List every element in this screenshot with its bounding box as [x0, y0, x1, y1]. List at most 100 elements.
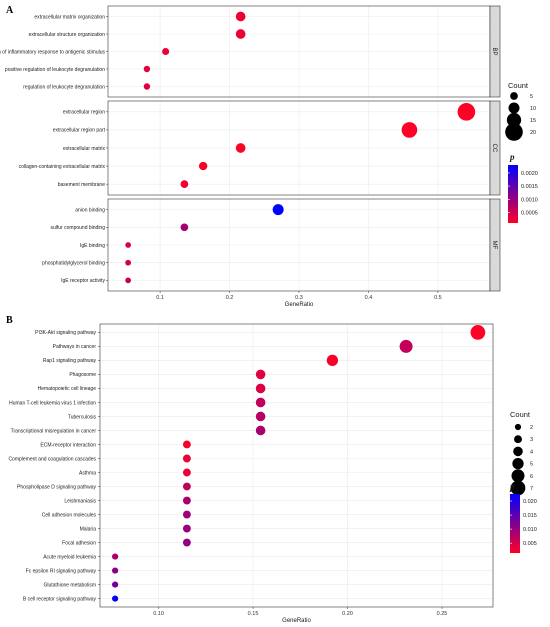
- color-legend-bar: [510, 494, 520, 553]
- data-point: [470, 325, 486, 340]
- data-point: [125, 259, 132, 266]
- color-legend-tick-label: 0.005: [523, 541, 537, 547]
- term-label: IgE receptor activity: [61, 278, 105, 284]
- data-point: [457, 103, 476, 121]
- term-label: IgE binding: [80, 243, 105, 249]
- panel-a-label: A: [6, 5, 14, 16]
- size-legend-key: [513, 446, 523, 457]
- x-tick-label: 0.1: [156, 295, 164, 301]
- term-label: Phospholipase D signaling pathway: [17, 484, 96, 490]
- term-label: Cell adhesion molecules: [42, 512, 97, 518]
- x-tick-label: 0.10: [153, 611, 164, 617]
- color-legend-tick-label: 0.0015: [521, 184, 538, 190]
- data-point: [182, 510, 191, 519]
- size-legend-value: 6: [530, 474, 533, 480]
- term-label: B cell receptor signaling pathway: [23, 596, 97, 602]
- data-point: [272, 204, 284, 216]
- plot-background: [100, 324, 493, 607]
- term-label: extracellular region: [63, 110, 105, 116]
- term-label: extracellular structure organization: [29, 32, 106, 38]
- size-legend-value: 5: [530, 462, 533, 468]
- term-label: Phagosome: [69, 372, 96, 378]
- term-label: collagen-containing extracellular matrix: [19, 164, 106, 170]
- x-tick-label: 0.2: [226, 295, 234, 301]
- size-legend-value: 10: [530, 106, 536, 112]
- term-label: Transcriptional misregulation in cancer: [11, 428, 97, 434]
- size-legend-title: Count: [510, 410, 531, 419]
- term-label: Tuberculosis: [68, 414, 97, 420]
- data-point: [112, 581, 119, 588]
- data-point: [182, 482, 191, 491]
- panel-b-label: B: [6, 315, 13, 326]
- term-label: Malaria: [80, 526, 97, 532]
- size-legend-key: [512, 457, 524, 470]
- size-legend-value: 15: [530, 118, 536, 124]
- x-axis: 0.1 0.2 0.3 0.4 0.5 GeneRatio: [156, 291, 442, 308]
- x-axis-title: GeneRatio: [282, 618, 311, 624]
- data-point: [112, 567, 119, 574]
- term-label: basement membrane: [58, 182, 105, 188]
- data-point: [399, 339, 413, 353]
- size-legend-key: [506, 112, 522, 128]
- facet-strip: [489, 5, 501, 98]
- term-label: Glutathione metabolism: [43, 582, 96, 588]
- data-point: [182, 468, 191, 477]
- p-color-legend: p 0.020 0.015 0.010 0.005: [509, 482, 537, 553]
- x-tick-label: 0.15: [248, 611, 259, 617]
- term-label: PI3K-Akt signaling pathway: [35, 330, 96, 336]
- facet-bp: extracellular matrix organization extrace…: [0, 5, 501, 98]
- data-point: [182, 524, 191, 533]
- p-color-legend: p 0.0020 0.0015 0.0010 0.0005: [508, 152, 538, 223]
- term-label: Rap1 signaling pathway: [43, 358, 97, 364]
- size-legend-key: [514, 423, 522, 431]
- term-label: Human T-cell leukemia virus 1 infection: [9, 400, 96, 406]
- size-legend-key: [511, 469, 525, 483]
- x-tick-label: 0.4: [365, 295, 373, 301]
- facet-cc: extracellular region extracellular region…: [19, 100, 501, 196]
- data-point: [255, 383, 266, 394]
- data-point: [235, 143, 246, 153]
- data-point: [182, 538, 191, 547]
- facet-mf: anion binding sulfur compound binding IgE …: [42, 198, 501, 292]
- data-point: [180, 180, 189, 189]
- color-legend-tick-label: 0.0020: [521, 171, 538, 177]
- data-point: [125, 277, 132, 284]
- size-legend-value: 4: [530, 449, 533, 455]
- size-legend-key: [514, 435, 522, 444]
- x-tick-label: 0.25: [437, 611, 448, 617]
- data-point: [143, 65, 151, 73]
- size-legend-key: [510, 92, 518, 100]
- x-axis-title: GeneRatio: [285, 302, 314, 308]
- size-legend-key: [505, 123, 523, 141]
- term-label: Acute myeloid leukemia: [43, 554, 96, 560]
- size-legend-key: [510, 480, 526, 496]
- term-label: Focal adhesion: [62, 540, 96, 546]
- term-label: ECM-receptor interaction: [40, 442, 96, 448]
- size-legend-title: Count: [508, 81, 529, 90]
- x-tick-label: 0.3: [295, 295, 303, 301]
- count-size-legend: Count 2 3 4 5 6 7: [510, 410, 533, 496]
- term-label: extracellular matrix: [63, 146, 105, 152]
- data-point: [255, 425, 266, 436]
- panel-a-go-dotplot: extracellular matrix organization extrace…: [0, 5, 538, 308]
- x-tick-label: 0.20: [342, 611, 353, 617]
- data-point: [143, 83, 151, 90]
- facet-strip-label: BP: [491, 47, 497, 55]
- size-legend-value: 5: [530, 94, 533, 100]
- color-legend-tick-label: 0.020: [523, 499, 537, 505]
- facet-strip: [489, 198, 501, 292]
- term-label: phosphatidylglycerol binding: [42, 260, 105, 266]
- term-label: Asthma: [79, 470, 96, 476]
- data-point: [326, 354, 339, 367]
- x-axis: 0.10 0.15 0.20 0.25 GeneRatio: [153, 607, 447, 624]
- term-label: sulfur compound binding: [51, 225, 106, 231]
- term-label: Complement and coagulation cascades: [8, 456, 96, 462]
- term-label: positive regulation of leukocyte degranu…: [5, 67, 105, 73]
- data-point: [162, 47, 170, 56]
- data-point: [125, 242, 132, 248]
- term-label: extracellular region part: [53, 128, 106, 134]
- data-point: [112, 553, 119, 560]
- color-legend-tick-label: 0.010: [523, 527, 537, 533]
